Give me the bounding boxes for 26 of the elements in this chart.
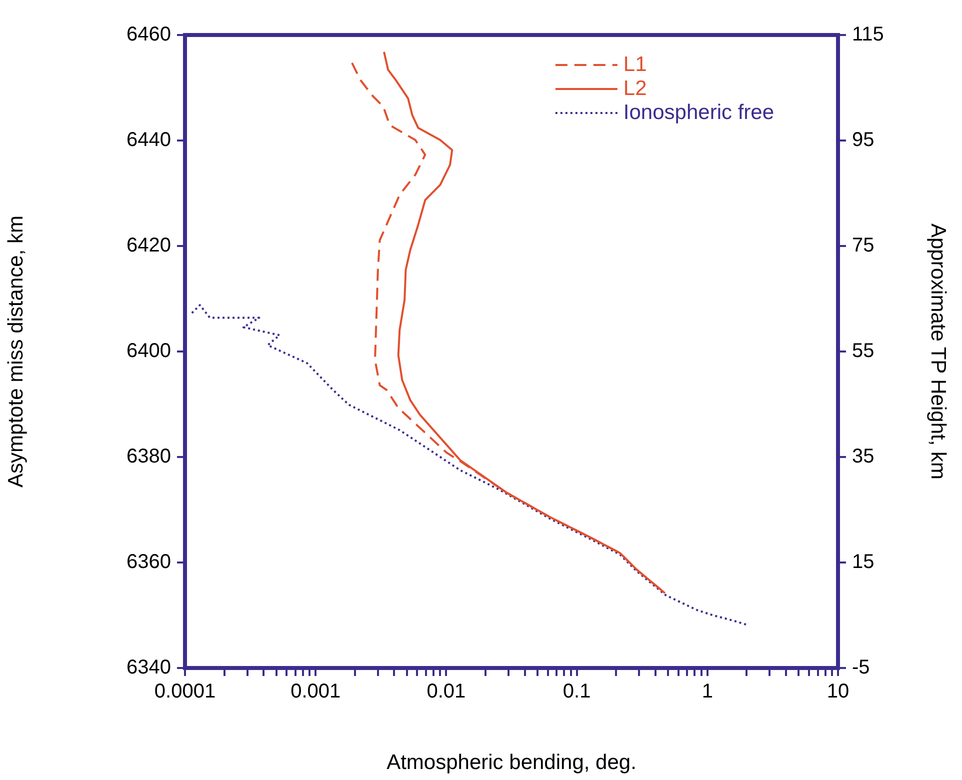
- y2-tick-label: -5: [852, 656, 870, 679]
- y2-tick-label: 15: [852, 551, 874, 574]
- x-axis-title: Atmospheric bending, deg.: [386, 751, 636, 774]
- y-tick-label: 6340: [126, 656, 171, 679]
- x-tick-label: 0.01: [426, 680, 466, 703]
- y-tick-label: 6440: [126, 129, 171, 152]
- x-tick-label: 0.1: [562, 680, 591, 703]
- y2-axis-title: Approximate TP Height, km: [926, 224, 950, 480]
- y-axis-title: Asymptote miss distance, km: [4, 216, 28, 488]
- y-tick-label: 6400: [126, 340, 171, 362]
- y-tick-label: 6460: [126, 24, 171, 46]
- y2-tick-label: 95: [852, 129, 874, 152]
- x-tick-label: 0.0001: [154, 680, 216, 703]
- y2-tick-label: 75: [852, 234, 874, 257]
- x-tick-label: 0.001: [290, 680, 341, 703]
- x-tick-label: 1: [702, 680, 713, 703]
- y-tick-label: 6420: [126, 234, 171, 257]
- y2-tick-label: 35: [852, 446, 874, 468]
- y2-tick-label: 55: [852, 340, 874, 362]
- legend-label: L1: [623, 52, 647, 76]
- legend-label: Ionospheric free: [623, 100, 774, 124]
- y2-tick-label: 115: [852, 24, 884, 46]
- legend-label: L2: [623, 76, 647, 100]
- x-tick-label: 10: [826, 680, 850, 703]
- y-tick-label: 6360: [126, 551, 171, 574]
- y-tick-label: 6380: [126, 446, 171, 468]
